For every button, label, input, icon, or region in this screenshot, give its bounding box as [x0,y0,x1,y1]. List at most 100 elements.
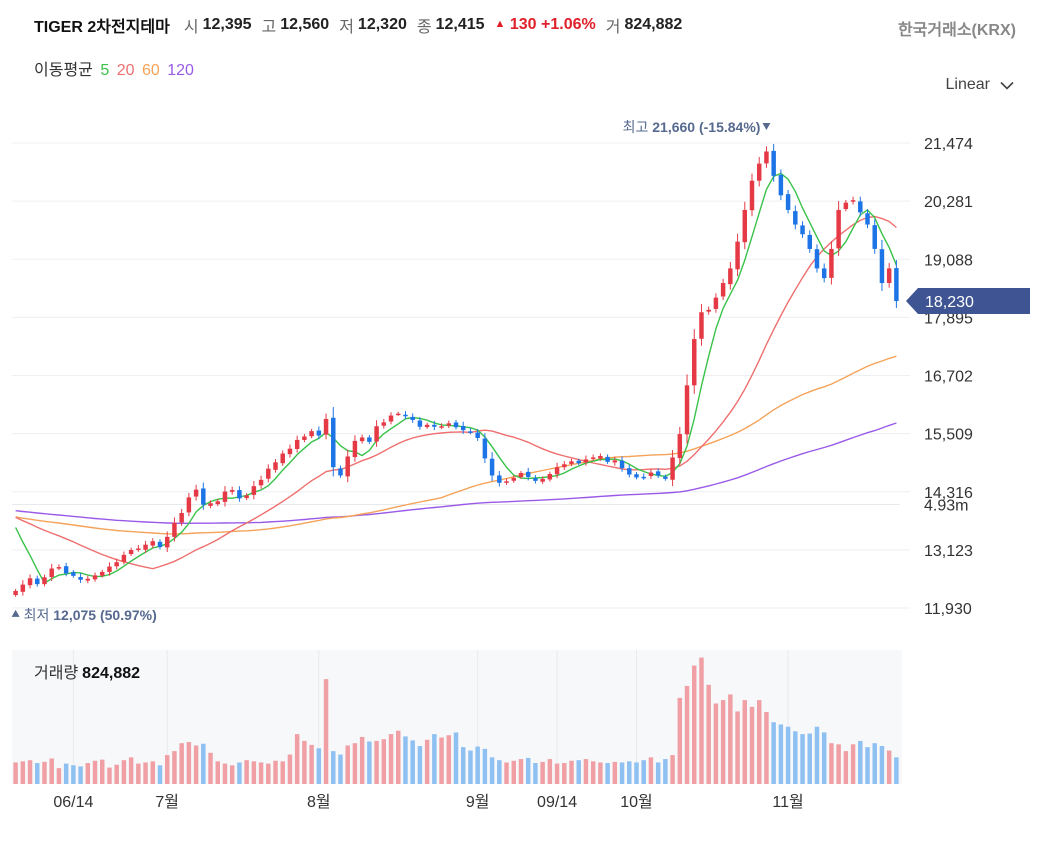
volume-bar [309,744,314,784]
candle [829,248,834,278]
volume-bar [756,700,762,784]
volume-bar [20,761,26,784]
high-value: 12,560 [280,16,330,33]
candle [367,437,372,442]
y-tick-label: 15,509 [924,427,973,444]
volume-bar [294,734,300,784]
x-tick-label: 06/14 [53,794,93,811]
candle [814,249,820,269]
candle [323,418,329,435]
low-marker-icon [11,609,20,617]
x-tick-label: 10월 [620,793,653,811]
candle [590,457,596,459]
candle [446,423,452,426]
volume-bar [742,700,748,784]
candle [655,471,661,476]
volume-bar [222,763,228,784]
volume-bar [749,706,755,784]
scale-select[interactable]: Linear [946,76,1014,94]
last-price-tag [906,288,1030,315]
candle [201,488,206,505]
high-marker-icon [762,122,771,130]
volume-title: 거래량 824,882 [34,659,140,683]
ma20-legend[interactable]: 20 [116,62,135,79]
ma60-legend[interactable]: 60 [141,62,160,79]
volume-bar [785,726,791,784]
volume-bar [273,760,278,784]
candle [92,575,98,580]
candle [179,512,184,523]
volume-bar [699,657,704,784]
candle [677,434,683,459]
volume-bar [85,763,91,784]
volume-bar [886,750,892,784]
volume-bar [157,765,163,784]
candle [63,566,69,574]
ma120-legend[interactable]: 120 [167,62,194,79]
volume-bar [208,752,213,784]
candle [222,491,228,502]
candle [403,414,408,417]
candle [20,584,26,592]
volume-bar [244,760,249,784]
ma5-legend[interactable]: 5 [100,62,110,79]
volume-bar [201,743,206,784]
volume-bar [605,763,610,784]
candle [749,180,755,211]
volume-bar [562,763,567,784]
volume-bar [100,759,105,784]
quote-header: TIGER 2차전지테마 시 12,395 고 12,560 저 12,320 … [34,12,692,38]
volume-bar [850,744,856,784]
volume-bar [706,684,711,784]
change-percent: +1.06% [541,16,596,33]
candle [359,437,365,442]
y-tick-label: 14,316 [924,485,973,502]
candle [396,413,401,416]
volume-bar [345,745,350,784]
candle [865,213,870,225]
x-tick-label: 09/14 [537,794,577,811]
volume-bar [193,745,199,784]
candle [78,577,83,580]
candle [280,453,285,464]
candle [562,464,567,468]
volume-bar [583,759,589,784]
volume-bar [367,741,372,784]
candle [742,209,748,243]
candle [850,200,856,202]
candle [821,268,827,279]
candle [894,268,899,302]
candle [764,151,769,164]
candle [533,478,538,481]
volume-bar [331,751,336,784]
volume-bar [735,711,740,784]
volume-bar [164,755,170,784]
candle [807,234,812,249]
candle [879,249,885,284]
candle [287,448,293,455]
x-tick-label: 9월 [466,793,490,811]
candle [229,490,235,492]
volume-bar [865,747,870,784]
candle [569,461,574,464]
volume-bar [237,762,242,784]
volume-bar [56,768,62,784]
volume-bar [229,765,235,784]
candle [164,536,170,548]
candle [208,503,213,506]
candle [331,417,336,468]
candle [836,209,841,249]
volume-bar [215,761,220,784]
candle [735,241,740,270]
low-label: 저 [339,19,354,36]
candle [345,456,350,477]
volume-bar [114,764,119,784]
volume-bar [793,731,798,784]
candle [266,468,271,479]
volume-title-label: 거래량 [34,665,79,682]
volume-bar [771,722,776,784]
candle [453,422,459,428]
candle [294,439,300,449]
candle [771,150,776,176]
